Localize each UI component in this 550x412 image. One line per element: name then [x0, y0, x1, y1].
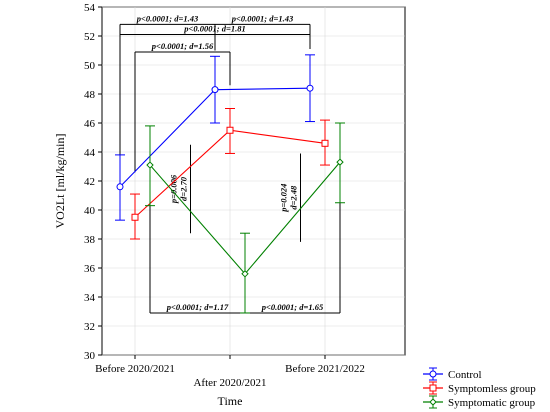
- control-marker-icon: [429, 370, 437, 378]
- significance-annotation: p=0.024 d=2.48: [279, 153, 301, 242]
- annotation-text: p<0.0001; d=1.17: [166, 302, 229, 312]
- symptomless-marker-icon: [429, 384, 437, 392]
- legend: Control Symptomless group Symptomatic gr…: [423, 367, 536, 409]
- legend-item-symptomatic: Symptomatic group: [423, 395, 536, 409]
- legend-item-control: Control: [423, 367, 482, 381]
- y-axis-label: VO2Lt [ml/kg/min]: [53, 134, 67, 229]
- series-symptomatic-group: [145, 122, 345, 314]
- y-tick-label: 50: [84, 60, 96, 72]
- legend-item-symptomless: Symptomless group: [423, 381, 536, 395]
- y-tick-label: 54: [84, 2, 96, 14]
- annotation-text: p=0.006: [169, 174, 179, 204]
- y-tick-label: 52: [84, 31, 95, 43]
- y-tick-label: 48: [84, 89, 96, 101]
- data-point: [241, 270, 249, 278]
- series: [115, 54, 345, 314]
- y-tick-label: 38: [84, 234, 96, 246]
- data-point: [321, 139, 329, 147]
- significance-annotation: p<0.0001; d=1.56: [134, 41, 231, 173]
- y-tick-label: 46: [84, 118, 96, 130]
- y-tick-label: 34: [84, 292, 96, 304]
- x-tick-label: Before 2021/2022: [285, 363, 365, 375]
- annotation-text: p<0.0001; d=1.43: [231, 13, 294, 23]
- annotation-text: p=0.024: [279, 184, 289, 213]
- y-tick-label: 42: [84, 176, 95, 188]
- axes: 30 32 34 36 38 40 42 44 46 48 50 52 54 Before 2020/20…: [84, 2, 365, 389]
- annotation-text-secondary: d=2.70: [179, 176, 189, 201]
- annotation-text: p<0.0001; d=1.43: [136, 13, 199, 23]
- annotation-text: p<0.0001; d=1.65: [261, 302, 324, 312]
- annotation-text-secondary: d=2.48: [289, 185, 299, 210]
- data-point: [226, 126, 234, 134]
- series-symptomless-group: [130, 108, 330, 240]
- annotation-text: p<0.0001; d=1.56: [151, 41, 214, 51]
- series-control: [115, 54, 315, 221]
- data-point: [146, 161, 154, 169]
- y-tick-label: 30: [84, 350, 96, 362]
- data-point: [131, 213, 139, 221]
- legend-label-control: Control: [448, 369, 482, 381]
- y-tick-label: 40: [84, 205, 96, 217]
- significance-annotation: p<0.0001; d=1.65: [245, 202, 341, 314]
- x-tick-label: Before 2020/2021: [95, 363, 175, 375]
- data-point: [211, 86, 219, 94]
- data-point: [306, 84, 314, 92]
- y-tick-label: 44: [84, 147, 96, 159]
- annotation-text: p<0.0001; d=1.81: [183, 24, 245, 34]
- x-axis-label: Time: [218, 394, 243, 408]
- significance-annotation: p<0.0001; d=1.81: [119, 24, 311, 152]
- data-point: [116, 183, 124, 191]
- x-tick-label: After 2020/2021: [193, 377, 266, 389]
- y-tick-label: 36: [84, 263, 96, 275]
- significance-annotation: p=0.006 d=2.70: [169, 144, 191, 234]
- legend-label-symptomatic: Symptomatic group: [448, 397, 536, 409]
- annotations: p<0.0001; d=1.43 p<0.0001; d=1.43p<0.0001…: [119, 13, 341, 314]
- data-point: [336, 158, 344, 166]
- symptomatic-marker-icon: [429, 398, 437, 406]
- legend-label-symptomless: Symptomless group: [448, 383, 536, 395]
- y-tick-label: 32: [84, 321, 95, 333]
- significance-annotation: p<0.0001; d=1.17: [149, 205, 245, 314]
